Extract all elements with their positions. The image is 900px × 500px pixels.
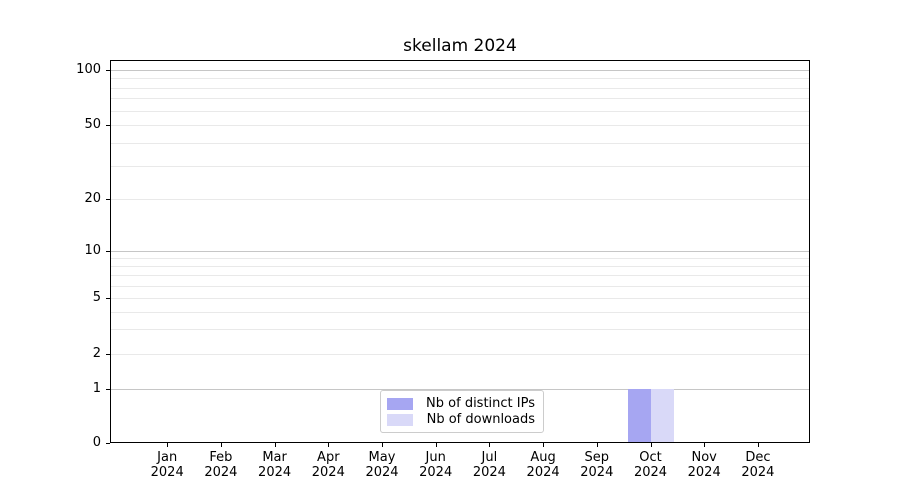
y-tick-label: 2	[92, 346, 101, 361]
gridline-major	[111, 251, 809, 252]
x-tick-month: Jan	[157, 450, 178, 465]
x-tick	[543, 443, 545, 447]
y-tick	[106, 389, 110, 390]
gridline-minor	[111, 275, 809, 277]
x-tick	[757, 443, 759, 447]
y-tick-label: 5	[92, 290, 101, 305]
x-tick-label: Feb 2024	[193, 450, 249, 480]
x-tick-label: Oct 2024	[623, 450, 679, 480]
x-tick-label: Dec 2024	[730, 450, 786, 480]
x-tick-month: Feb	[209, 450, 233, 465]
x-tick-month: Aug	[530, 450, 556, 465]
chart-title: skellam 2024	[403, 36, 517, 56]
gridline-major	[111, 389, 809, 390]
x-tick-year: 2024	[311, 465, 345, 480]
gridline-minor	[111, 329, 809, 331]
x-tick-label: Sep 2024	[569, 450, 625, 480]
y-tick	[106, 251, 110, 252]
y-tick-label: 50	[84, 117, 101, 132]
x-tick	[704, 443, 706, 447]
legend-swatch-distinct-ips	[387, 397, 413, 410]
x-tick-year: 2024	[633, 465, 668, 480]
x-tick-month: Jul	[481, 450, 498, 465]
x-tick-year: 2024	[526, 465, 560, 480]
gridline-major	[111, 70, 809, 71]
x-tick-year: 2024	[472, 465, 506, 480]
x-tick-label: Jan 2024	[139, 450, 195, 480]
x-tick-month: Jun	[425, 450, 446, 465]
x-tick-year: 2024	[258, 465, 292, 480]
gridline-minor	[111, 78, 809, 80]
bar-distinct-ips	[627, 389, 651, 442]
gridline-minor	[111, 199, 809, 200]
x-tick-year: 2024	[419, 465, 453, 480]
y-tick-label: 100	[76, 62, 101, 77]
legend-label-distinct-ips: Nb of distinct IPs	[426, 396, 535, 411]
x-tick-label: Aug 2024	[515, 450, 571, 480]
y-tick	[106, 125, 110, 126]
gridline-minor	[111, 311, 809, 313]
y-tick	[106, 443, 110, 444]
gridline-minor	[111, 87, 809, 89]
x-tick-year: 2024	[204, 465, 238, 480]
gridline-minor	[111, 166, 809, 168]
legend: Nb of distinct IPs Nb of downloads	[380, 390, 544, 433]
x-tick-month: May	[368, 450, 396, 465]
gridline-minor	[111, 285, 809, 287]
y-tick-label: 20	[84, 191, 101, 206]
x-tick	[382, 443, 383, 447]
gridline-minor	[111, 298, 809, 299]
y-tick-label: 10	[84, 243, 101, 258]
x-tick-month: Oct	[639, 450, 662, 465]
x-tick-label: Jun 2024	[408, 450, 464, 480]
x-tick-label: Mar 2024	[247, 450, 303, 480]
bar-downloads	[650, 389, 674, 442]
gridline-minor	[111, 266, 809, 268]
gridline-minor	[111, 354, 809, 355]
x-tick-year: 2024	[365, 465, 399, 480]
x-tick-year: 2024	[580, 465, 614, 480]
x-tick	[489, 443, 491, 447]
x-tick-year: 2024	[687, 465, 721, 480]
legend-item-distinct-ips: Nb of distinct IPs	[387, 396, 535, 411]
x-tick	[167, 443, 169, 447]
y-tick-label: 1	[92, 381, 101, 396]
x-tick-year: 2024	[150, 465, 184, 480]
x-tick-month: Dec	[745, 450, 771, 465]
gridline-minor	[111, 258, 809, 260]
x-tick-month: Mar	[262, 450, 287, 465]
x-tick	[650, 443, 652, 447]
gridline-minor	[111, 110, 809, 112]
x-tick-label: Nov 2024	[676, 450, 732, 480]
y-tick	[106, 354, 110, 355]
x-tick	[435, 443, 437, 447]
y-tick	[106, 199, 110, 200]
x-tick	[596, 443, 598, 447]
x-tick	[328, 443, 330, 447]
gridline-minor	[111, 143, 809, 145]
x-tick-year: 2024	[741, 465, 775, 480]
x-tick-month: Apr	[317, 450, 340, 465]
x-tick-month: Sep	[584, 450, 610, 465]
gridline-minor	[111, 98, 809, 100]
gridline-minor	[111, 125, 809, 126]
legend-label-downloads: Nb of downloads	[426, 412, 535, 427]
x-tick-label: Apr 2024	[300, 450, 356, 480]
plot-area: Nb of distinct IPs Nb of downloads	[110, 60, 810, 443]
y-tick-label: 0	[92, 435, 101, 450]
legend-item-downloads: Nb of downloads	[387, 412, 535, 427]
x-tick-label: May 2024	[354, 450, 410, 480]
x-tick	[274, 443, 276, 447]
legend-swatch-downloads	[387, 413, 413, 426]
y-tick	[106, 298, 110, 299]
x-tick-label: Jul 2024	[461, 450, 517, 480]
x-tick	[220, 443, 222, 447]
y-tick	[106, 70, 110, 71]
x-tick-month: Nov	[691, 450, 717, 465]
